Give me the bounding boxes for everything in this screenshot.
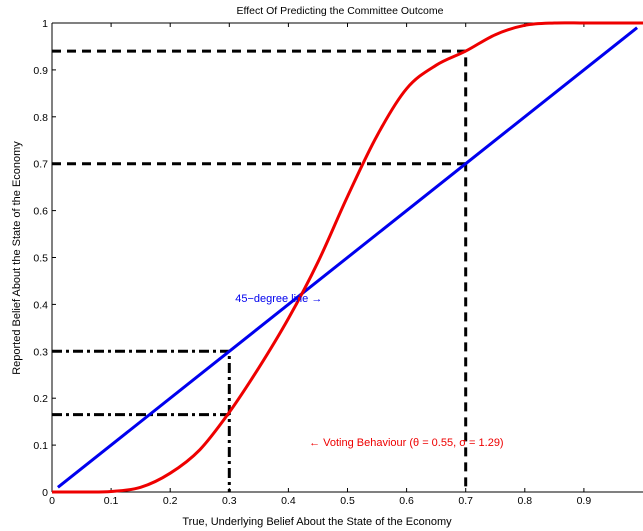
x-tick-label: 0.2 [163,495,178,507]
y-tick-label: 0 [42,487,48,499]
annotation-0: 45−degree line → [235,293,322,305]
series-line-0 [56,26,639,489]
y-tick-label: 0.7 [33,159,48,171]
y-axis-label: Reported Belief About the State of the E… [11,141,23,375]
x-tick-label: 0.4 [281,495,296,507]
x-tick-label: 0.6 [399,495,414,507]
x-tick-label: 0 [49,495,55,507]
x-tick-label: 0.9 [577,495,592,507]
x-tick-label: 0.5 [340,495,355,507]
plot-area: 0 0.1 0.2 0.3 0.4 0.5 0.6 0.7 0.8 0.9 0 0.1 0.2 0.3 0.… [33,18,643,507]
x-tick-label: 0.8 [517,495,532,507]
y-tick-label: 0.9 [33,65,48,77]
y-tick-label: 0.1 [33,440,48,452]
y-tick-label: 0.3 [33,346,48,358]
x-tick-label: 0.1 [104,495,119,507]
y-tick-label: 1 [42,18,48,30]
y-tick-label: 0.2 [33,393,48,405]
annotation-1: ← Voting Behaviour (θ = 0.55, σ = 1.29) [309,437,504,449]
x-axis-label: True, Underlying Belief About the State … [182,516,452,528]
y-tick-label: 0.4 [33,299,48,311]
y-tick-label: 0.8 [33,112,48,124]
chart-title: Effect Of Predicting the Committee Outco… [237,5,444,17]
x-tick-label: 0.3 [222,495,237,507]
y-tick-label: 0.5 [33,253,48,265]
series-line-1 [51,21,643,494]
x-tick-label: 0.7 [458,495,473,507]
y-tick-label: 0.6 [33,206,48,218]
